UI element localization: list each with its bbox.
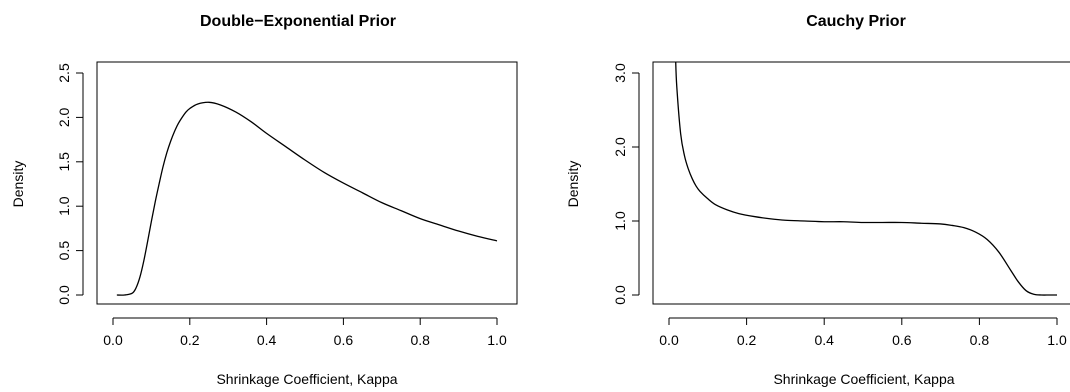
x-tick-label: 0.2 xyxy=(180,332,200,348)
x-axis-label: Shrinkage Coefficient, Kappa xyxy=(773,371,954,387)
x-axis-ticks: 0.0 0.2 0.4 0.6 0.8 1.0 xyxy=(103,318,507,348)
y-tick-label: 1.5 xyxy=(56,152,72,172)
chart-title: Double−Exponential Prior xyxy=(200,13,396,30)
plot-frame xyxy=(652,61,1070,305)
y-tick-label: 3.0 xyxy=(612,63,628,83)
y-axis-ticks: 0.0 0.5 1.0 1.5 2.0 2.5 xyxy=(56,63,83,305)
density-curve xyxy=(116,101,498,296)
x-tick-label: 0.6 xyxy=(892,332,912,348)
x-tick-label: 0.6 xyxy=(334,332,354,348)
y-axis-label: Density xyxy=(10,161,26,208)
chart-cauchy: Cauchy Prior 0.0 0.2 0.4 0.6 0.8 1.0 0.0 1.0 2.… xyxy=(565,13,1070,387)
chart-double-exponential: Double−Exponential Prior 0.0 0.2 0.4 0.6 0.8… xyxy=(10,13,518,387)
x-tick-label: 0.4 xyxy=(257,332,277,348)
y-tick-label: 1.0 xyxy=(612,211,628,231)
y-axis-label: Density xyxy=(565,161,581,208)
x-axis-label: Shrinkage Coefficient, Kappa xyxy=(216,371,397,387)
y-tick-label: 2.5 xyxy=(56,63,72,83)
y-tick-label: 0.0 xyxy=(612,285,628,305)
y-tick-label: 0.5 xyxy=(56,241,72,261)
x-axis-ticks: 0.0 0.2 0.4 0.6 0.8 1.0 xyxy=(659,318,1067,348)
y-tick-label: 2.0 xyxy=(612,137,628,157)
plot-frame xyxy=(96,61,518,305)
x-tick-label: 0.0 xyxy=(103,332,123,348)
density-curve xyxy=(675,62,1057,296)
y-axis-ticks: 0.0 1.0 2.0 3.0 xyxy=(612,63,639,305)
x-tick-label: 0.2 xyxy=(737,332,757,348)
y-tick-label: 1.0 xyxy=(56,196,72,216)
x-tick-label: 0.4 xyxy=(814,332,834,348)
y-tick-label: 2.0 xyxy=(56,107,72,127)
x-tick-label: 1.0 xyxy=(487,332,507,348)
x-tick-label: 1.0 xyxy=(1047,332,1067,348)
x-tick-label: 0.8 xyxy=(970,332,990,348)
chart-title: Cauchy Prior xyxy=(806,13,906,30)
y-tick-label: 0.0 xyxy=(56,285,72,305)
x-tick-label: 0.0 xyxy=(659,332,679,348)
x-tick-label: 0.8 xyxy=(410,332,430,348)
